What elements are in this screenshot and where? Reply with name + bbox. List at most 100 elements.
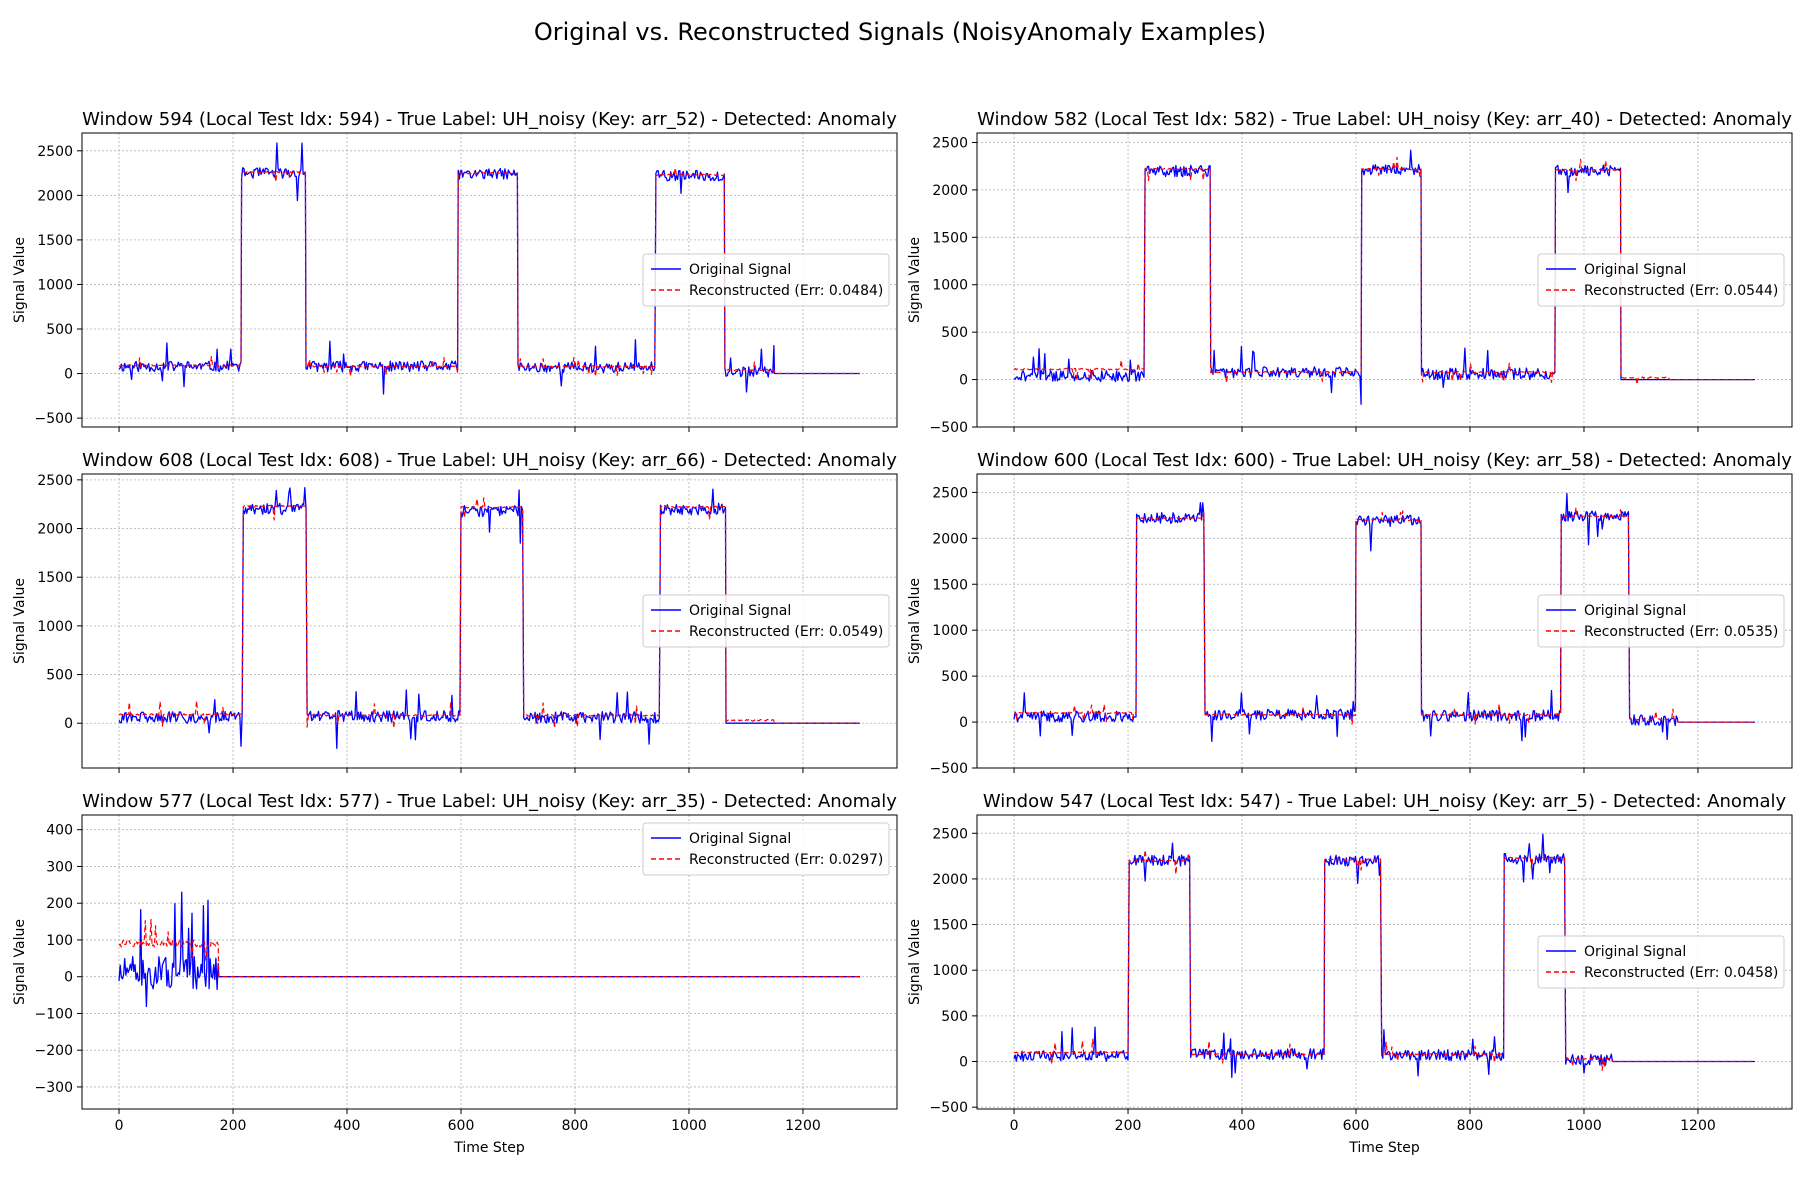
axes-frame: [81, 132, 898, 428]
series-line-reconstructed: [118, 918, 860, 978]
y-tick-label: 500: [941, 325, 968, 341]
legend: Original Signal Reconstructed (Err: 0.048…: [642, 253, 890, 307]
subplot-5: Window 577 (Local Test Idx: 577) - True …: [12, 791, 898, 1156]
y-tick-label: 500: [46, 322, 73, 338]
axes-frame: [976, 132, 1793, 428]
y-tick-label: 1500: [37, 233, 73, 249]
subplot-1: Window 594 (Local Test Idx: 594) - True …: [12, 109, 898, 432]
subplot-6: Window 547 (Local Test Idx: 547) - True …: [907, 791, 1793, 1156]
subplot-title: Window 577 (Local Test Idx: 577) - True …: [82, 791, 897, 812]
series-line-reconstructed: [118, 167, 860, 378]
y-tick-label: 0: [959, 715, 968, 731]
series-line-original: [1013, 149, 1755, 405]
y-tick-label: 1000: [932, 623, 968, 639]
y-tick-label: 400: [46, 823, 73, 839]
x-axis-label: Time Step: [1348, 1140, 1420, 1156]
legend-box: [642, 253, 890, 307]
y-tick-label: 0: [64, 970, 73, 986]
y-tick-label: 2500: [37, 144, 73, 160]
axes-frame: [976, 814, 1793, 1110]
y-tick-label: 2500: [932, 485, 968, 501]
legend-label: Reconstructed (Err: 0.0484): [689, 283, 883, 299]
x-tick-label: 400: [334, 1118, 361, 1134]
subplot-title: Window 608 (Local Test Idx: 608) - True …: [82, 450, 897, 471]
figure-title: Original vs. Reconstructed Signals (Nois…: [534, 18, 1266, 46]
subplot-title: Window 600 (Local Test Idx: 600) - True …: [977, 450, 1792, 471]
y-tick-label: −500: [930, 1100, 968, 1116]
x-tick-label: 800: [1457, 1118, 1484, 1134]
y-tick-label: 2000: [932, 531, 968, 547]
x-tick-label: 800: [562, 1118, 589, 1134]
legend-label: Reconstructed (Err: 0.0535): [1584, 624, 1778, 640]
x-tick-label: 200: [1115, 1118, 1142, 1134]
series-line-reconstructed: [1013, 507, 1755, 725]
plot-area: [118, 891, 861, 1008]
y-tick-label: 0: [959, 1055, 968, 1071]
legend: Original Signal Reconstructed (Err: 0.045…: [1537, 935, 1785, 989]
axes-frame: [81, 814, 898, 1110]
plot-area: [118, 486, 860, 749]
subplot-3: Window 608 (Local Test Idx: 608) - True …: [12, 450, 898, 773]
y-axis-label: Signal Value: [12, 578, 28, 664]
legend-box: [1537, 935, 1785, 989]
legend-label: Original Signal: [1584, 262, 1686, 278]
x-tick-label: 1200: [1680, 1118, 1716, 1134]
y-tick-label: −300: [35, 1080, 73, 1096]
y-tick-label: 2500: [932, 826, 968, 842]
series-line-original: [118, 142, 860, 395]
plot-area: [118, 142, 860, 395]
y-tick-label: 200: [46, 896, 73, 912]
y-tick-label: −500: [35, 411, 73, 427]
y-tick-label: 2000: [932, 872, 968, 888]
y-tick-label: 1500: [932, 918, 968, 934]
y-tick-label: 0: [64, 367, 73, 383]
legend: Original Signal Reconstructed (Err: 0.029…: [642, 822, 890, 876]
y-tick-label: 2000: [932, 183, 968, 199]
legend-label: Original Signal: [689, 262, 791, 278]
legend-label: Original Signal: [689, 831, 791, 847]
y-axis-label: Signal Value: [907, 237, 923, 323]
plot-area: [1013, 149, 1755, 405]
y-tick-label: 1500: [932, 577, 968, 593]
y-tick-label: −200: [35, 1043, 73, 1059]
y-tick-label: 1000: [932, 963, 968, 979]
y-tick-label: 1000: [37, 277, 73, 293]
subplot-2: Window 582 (Local Test Idx: 582) - True …: [907, 109, 1793, 436]
legend-box: [642, 822, 890, 876]
y-tick-label: 100: [46, 933, 73, 949]
x-tick-label: 1000: [671, 1118, 707, 1134]
y-tick-label: −100: [35, 1006, 73, 1022]
legend-box: [1537, 594, 1785, 648]
x-tick-label: 600: [448, 1118, 475, 1134]
legend-label: Reconstructed (Err: 0.0458): [1584, 965, 1778, 981]
y-tick-label: −500: [930, 761, 968, 777]
legend-label: Original Signal: [1584, 944, 1686, 960]
legend-label: Reconstructed (Err: 0.0549): [689, 624, 883, 640]
series-line-reconstructed: [1014, 849, 1755, 1071]
x-tick-label: 600: [1343, 1118, 1370, 1134]
y-axis-label: Signal Value: [907, 919, 923, 1005]
x-tick-label: 0: [115, 1118, 124, 1134]
x-tick-label: 1000: [1566, 1118, 1602, 1134]
y-axis-label: Signal Value: [12, 237, 28, 323]
axes-frame: [976, 473, 1793, 769]
y-tick-label: 1000: [932, 278, 968, 294]
y-tick-label: 1500: [37, 570, 73, 586]
axes-frame: [81, 473, 898, 769]
x-tick-label: 200: [220, 1118, 247, 1134]
legend-label: Reconstructed (Err: 0.0297): [689, 852, 883, 868]
y-tick-label: 0: [959, 373, 968, 389]
subplot-title: Window 547 (Local Test Idx: 547) - True …: [983, 791, 1787, 812]
y-tick-label: 2000: [37, 522, 73, 538]
series-line-reconstructed: [1013, 156, 1755, 385]
y-tick-label: 1000: [37, 619, 73, 635]
y-tick-label: 2500: [37, 473, 73, 489]
y-tick-label: 1500: [932, 230, 968, 246]
y-tick-label: −500: [930, 420, 968, 436]
subplot-4: Window 600 (Local Test Idx: 600) - True …: [907, 450, 1793, 777]
y-tick-label: 300: [46, 859, 73, 875]
plot-area: [1013, 833, 1755, 1079]
y-tick-label: 500: [46, 668, 73, 684]
subplot-title: Window 582 (Local Test Idx: 582) - True …: [977, 109, 1792, 130]
